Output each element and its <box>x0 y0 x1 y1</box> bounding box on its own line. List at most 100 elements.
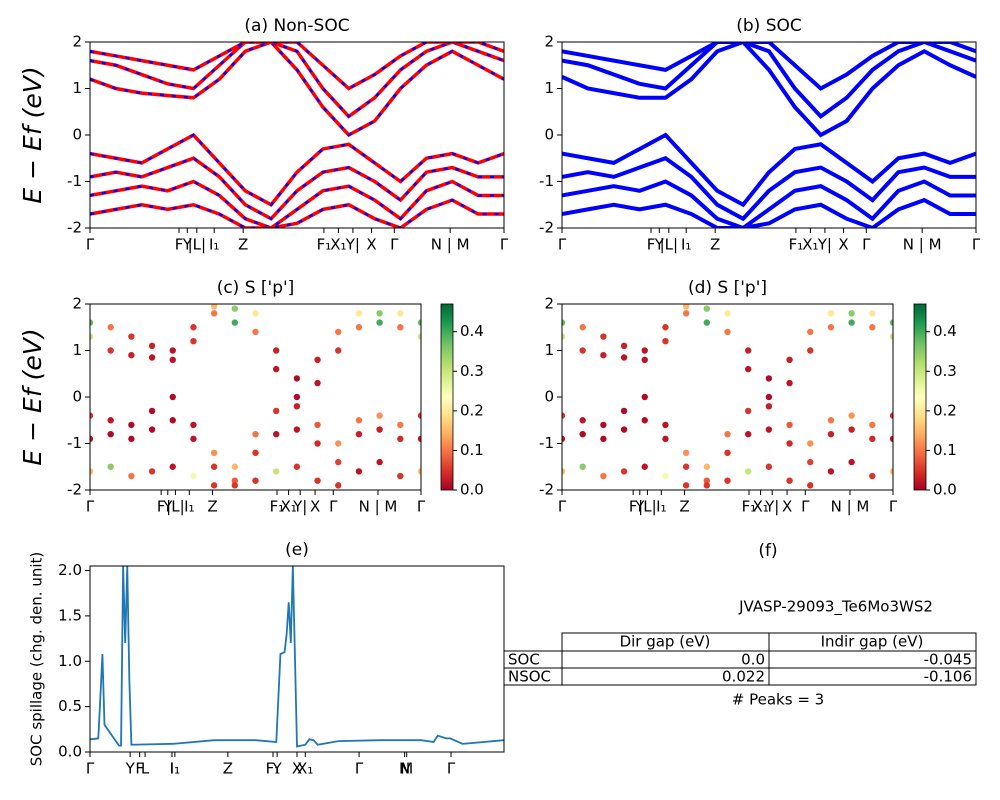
point <box>744 347 752 354</box>
y-tick-label: 0 <box>544 126 554 144</box>
point <box>376 310 383 317</box>
line <box>90 42 504 119</box>
point <box>827 468 835 475</box>
table-cell <box>561 650 770 669</box>
point <box>600 351 607 359</box>
point <box>620 426 628 433</box>
y-tick-label: -1 <box>67 172 82 190</box>
y-tick-label: 1 <box>72 79 82 97</box>
point <box>231 319 239 326</box>
row-header: SOC <box>508 651 540 669</box>
chart-title: (c) S ['p'] <box>217 278 295 298</box>
point <box>724 310 731 317</box>
point <box>889 435 893 443</box>
point <box>869 421 876 429</box>
x-tick-label: F <box>647 236 656 254</box>
point <box>169 356 176 363</box>
point <box>744 468 752 475</box>
point <box>169 417 176 424</box>
x-tick-label: Z <box>207 498 217 516</box>
point <box>641 463 648 470</box>
point <box>90 319 94 326</box>
point <box>90 435 94 443</box>
x-tick-label: Y| <box>345 236 360 254</box>
point <box>231 482 239 489</box>
point <box>293 393 301 401</box>
x-tick-label: Y <box>654 236 665 254</box>
point <box>169 463 176 470</box>
y-tick-label: 2 <box>544 295 554 313</box>
x-tick-label: N | M <box>903 236 942 254</box>
point <box>682 304 690 310</box>
point <box>620 354 628 361</box>
y-tick-label: 2.0 <box>58 561 82 579</box>
point <box>128 421 135 429</box>
point <box>562 319 566 326</box>
point <box>417 435 421 443</box>
colorbar <box>440 303 454 491</box>
x-tick-label: Z <box>679 498 689 516</box>
table-value: 0.022 <box>722 668 765 686</box>
point <box>107 463 114 470</box>
point <box>807 482 814 489</box>
point <box>682 449 690 456</box>
y-tick-label: -2 <box>67 481 82 499</box>
x-tick-label: F <box>629 498 638 516</box>
point <box>335 328 342 336</box>
point <box>869 472 876 480</box>
line-dash <box>90 180 504 228</box>
point <box>314 440 321 447</box>
x-tick-label: Z <box>238 236 248 254</box>
x-tick-label: F <box>157 498 166 516</box>
point <box>724 431 731 438</box>
point <box>662 472 669 480</box>
point <box>335 347 342 354</box>
x-tick-label: F₁ <box>266 760 281 778</box>
x-tick-label: Γ <box>86 760 95 778</box>
chart-title: (d) S ['p'] <box>688 278 767 298</box>
x-tick-label: F <box>135 760 144 778</box>
point <box>682 310 690 317</box>
line <box>562 197 976 228</box>
point <box>169 393 176 401</box>
point <box>210 310 218 317</box>
x-tick-label: F₁ <box>317 236 332 254</box>
y-tick-label: 1.0 <box>58 652 82 670</box>
point <box>252 328 259 336</box>
line-dash <box>90 133 504 207</box>
point <box>128 435 135 443</box>
point <box>335 458 342 466</box>
point <box>889 319 893 326</box>
y-tick-label: -2 <box>539 481 554 499</box>
x-tick-label: F₁ <box>270 498 285 516</box>
point <box>107 347 114 354</box>
point <box>600 421 607 429</box>
x-tick-label: I <box>170 760 174 778</box>
x-tick-label: I₁ <box>681 236 691 254</box>
point <box>355 431 363 438</box>
point <box>579 431 586 438</box>
point <box>293 463 301 470</box>
point <box>744 365 752 373</box>
line <box>562 42 976 91</box>
point <box>417 412 421 419</box>
point <box>889 412 893 419</box>
line <box>562 179 976 228</box>
x-tick-label: X₁ <box>330 236 346 254</box>
x-tick-label: |L| <box>638 498 656 516</box>
x-tick-label: Y <box>634 498 645 516</box>
x-tick-label: Y| <box>817 236 832 254</box>
x-tick-label: X <box>366 236 376 254</box>
point <box>600 435 607 443</box>
y-axis-label: SOC spillage (chg. den. unit) <box>28 552 46 767</box>
x-tick-label: Γ <box>86 236 95 254</box>
x-tick-label: Γ <box>417 498 426 516</box>
point <box>827 431 835 438</box>
chart-title: (a) Non-SOC <box>244 16 349 36</box>
colorbar <box>913 303 927 491</box>
point <box>807 328 814 336</box>
point <box>335 482 342 489</box>
point <box>807 347 814 354</box>
colorbar-tick-label: 0.3 <box>460 362 484 380</box>
point <box>272 468 280 475</box>
